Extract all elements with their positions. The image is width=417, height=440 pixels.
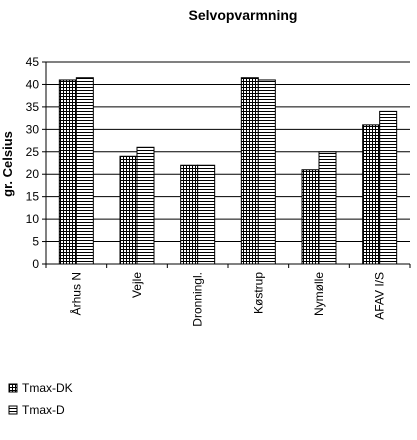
x-tick-label: Køstrup <box>251 272 265 314</box>
axes <box>42 61 411 268</box>
y-tick-label: 45 <box>26 55 40 69</box>
bar-tmax-d-4 <box>318 151 337 265</box>
legend-swatch-tmax-d <box>8 405 18 415</box>
x-tick-label: Dronningl. <box>191 272 205 327</box>
x-tick-label: Nymølle <box>312 272 326 316</box>
x-tick-label: Århus N <box>68 272 83 315</box>
legend-label-tmax-d: Tmax-D <box>22 403 65 417</box>
bars <box>58 77 398 265</box>
bar-tmax-d-1 <box>136 146 155 265</box>
y-tick-label: 40 <box>26 77 40 91</box>
bar-tmax-d-3 <box>257 79 276 265</box>
y-tick-label: 25 <box>26 145 40 159</box>
bar-tmax-dk-3 <box>240 77 259 265</box>
bar-tmax-dk-4 <box>301 169 320 265</box>
y-tick-label: 0 <box>32 257 39 271</box>
y-axis-label: gr. Celsius <box>0 131 15 197</box>
bar-tmax-dk-5 <box>362 124 381 265</box>
x-tick-label: Vejle <box>130 272 144 298</box>
y-tick-label: 35 <box>26 100 40 114</box>
grid-lines <box>46 61 410 243</box>
bar-tmax-d-0 <box>75 77 94 265</box>
bar-tmax-dk-1 <box>119 155 138 265</box>
y-tick-labels: 0 5 10 15 20 25 30 35 40 45 <box>26 55 40 271</box>
y-tick-label: 20 <box>26 167 40 181</box>
y-tick-label: 15 <box>26 190 40 204</box>
chart-title: Selvopvarmning <box>189 7 298 23</box>
bar-tmax-d-5 <box>379 110 398 265</box>
bar-tmax-dk-0 <box>58 79 77 265</box>
y-tick-label: 10 <box>26 212 40 226</box>
legend-label-tmax-dk: Tmax-DK <box>22 381 73 395</box>
legend: Tmax-DK Tmax-D <box>8 381 73 417</box>
bar-tmax-d-2 <box>197 164 216 265</box>
bar-tmax-dk-2 <box>180 164 199 265</box>
legend-swatch-tmax-dk <box>8 383 18 393</box>
x-tick-labels: Århus N Vejle Dronningl. Køstrup Nymølle AFAV… <box>68 272 386 327</box>
x-tick-label: AFAV I/S <box>373 272 387 320</box>
y-tick-label: 5 <box>32 235 39 249</box>
y-tick-label: 30 <box>26 122 40 136</box>
